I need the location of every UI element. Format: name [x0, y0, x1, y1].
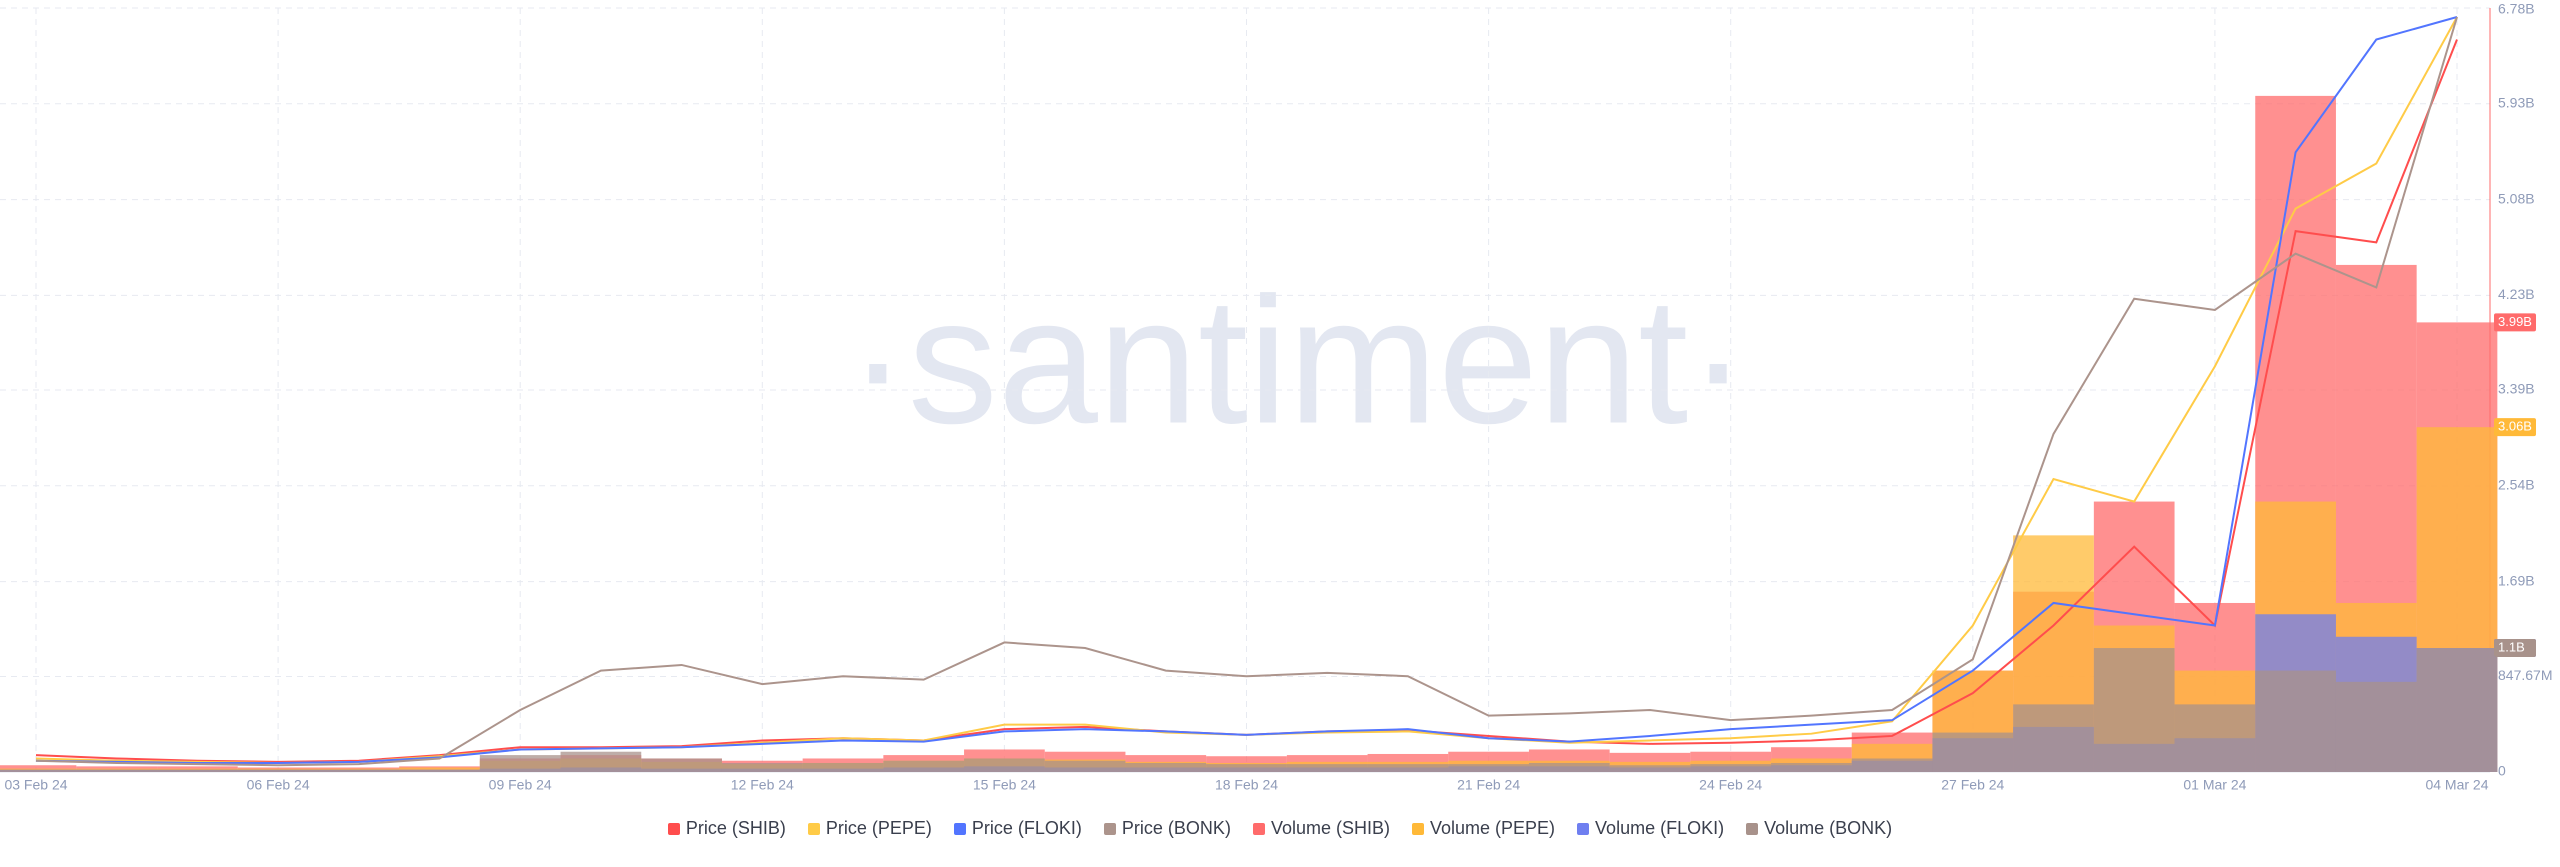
legend-label: Price (SHIB)	[685, 818, 786, 838]
legend-swatch	[953, 822, 966, 835]
x-tick-label: 15 Feb 24	[973, 777, 1036, 793]
legend-item[interactable]: Volume (SHIB)	[1252, 818, 1390, 839]
legend-item[interactable]: Volume (PEPE)	[1411, 818, 1556, 839]
legend-item[interactable]: Price (BONK)	[1103, 818, 1231, 839]
y-tick-label: 3.39B	[2498, 381, 2535, 397]
legend-swatch	[1746, 822, 1759, 835]
volume-bar	[2335, 681, 2417, 772]
legend-swatch	[1577, 822, 1590, 835]
volume-bar	[2174, 704, 2256, 772]
legend-item[interactable]: Volume (FLOKI)	[1577, 818, 1724, 839]
volume-bar	[0, 769, 77, 772]
volume-bar	[1125, 762, 1207, 772]
volume-bar	[1044, 760, 1126, 772]
y-tick-label: 5.08B	[2498, 190, 2535, 206]
volume-bar	[2093, 648, 2175, 772]
value-label: 1.1B	[2494, 639, 2536, 658]
legend-label: Price (PEPE)	[825, 818, 932, 838]
legend-swatch	[667, 822, 680, 835]
value-label-box	[2494, 418, 2536, 437]
value-label: 3.99B	[2494, 313, 2536, 332]
legend-label: Volume (SHIB)	[1270, 818, 1390, 838]
volume-bar	[1932, 732, 2014, 772]
legend-label: Volume (PEPE)	[1429, 818, 1556, 838]
legend-swatch	[807, 822, 820, 835]
x-tick-label: 21 Feb 24	[1457, 777, 1520, 793]
x-tick-label: 12 Feb 24	[731, 777, 794, 793]
volume-bar	[237, 769, 319, 772]
volume-bar	[1206, 764, 1287, 772]
legend-swatch	[1103, 822, 1116, 835]
value-label-text: 3.06B	[2498, 419, 2532, 434]
legend-item[interactable]: Price (PEPE)	[807, 818, 932, 839]
value-label: 3.06B	[2494, 418, 2536, 437]
volume-bar	[157, 769, 238, 772]
value-label-box	[2494, 313, 2536, 332]
legend-item[interactable]: Price (SHIB)	[667, 818, 786, 839]
price-line	[35, 16, 2458, 767]
x-tick-label: 09 Feb 24	[489, 777, 552, 793]
volume-bar	[1609, 765, 1691, 772]
volume-bar	[479, 755, 561, 772]
volume-bar	[1771, 762, 1852, 772]
volume-bar	[1851, 758, 1933, 772]
y-tick-label: 5.93B	[2498, 94, 2535, 110]
volume-bar	[2013, 704, 2094, 772]
legend: Price (SHIB) Price (PEPE) Price (FLOKI) Pri…	[0, 818, 2560, 839]
y-tick-label: 1.69B	[2498, 572, 2535, 588]
volume-bar	[964, 758, 1045, 772]
x-tick-label: 27 Feb 24	[1941, 777, 2004, 793]
legend-item[interactable]: Volume (BONK)	[1746, 818, 1892, 839]
volume-bar	[318, 769, 400, 772]
x-tick-label: 06 Feb 24	[247, 777, 310, 793]
value-label-text: 1.1B	[2498, 639, 2525, 654]
volume-bar	[883, 760, 965, 772]
y-tick-label: 0	[2498, 763, 2506, 779]
x-tick-label: 01 Mar 24	[2183, 777, 2246, 793]
value-label-text: 3.99B	[2498, 314, 2532, 329]
volume-bar	[1286, 764, 1368, 772]
legend-label: Price (FLOKI)	[971, 818, 1082, 838]
volume-bar	[1367, 764, 1449, 772]
value-label-box	[2494, 639, 2536, 658]
volume-bar	[560, 751, 642, 772]
watermark: ·santiment·	[848, 261, 1748, 462]
legend-label: Volume (BONK)	[1764, 818, 1893, 838]
y-tick-label: 2.54B	[2498, 476, 2535, 492]
volume-bar	[1448, 764, 1529, 772]
volume-bar	[1690, 764, 1772, 772]
volume-bar	[76, 769, 158, 772]
volume-bar	[641, 758, 722, 772]
x-tick-label: 18 Feb 24	[1215, 777, 1278, 793]
y-tick-label: 6.78B	[2498, 1, 2535, 17]
x-tick-label: 03 Feb 24	[4, 777, 67, 793]
chart: ·santiment· 0 847.67M 1.69B 2.54B 3.39B 4.23B…	[0, 1, 2552, 793]
legend-swatch	[1252, 822, 1265, 835]
x-tick-label: 24 Feb 24	[1699, 777, 1762, 793]
volume-bar	[802, 762, 884, 772]
volume-bar	[1528, 762, 1610, 772]
legend-item[interactable]: Price (FLOKI)	[953, 818, 1082, 839]
volume-bar	[2416, 648, 2498, 772]
volume-bar	[399, 769, 480, 772]
volume-bar	[2255, 670, 2336, 772]
legend-swatch	[1411, 822, 1424, 835]
legend-label: Volume (FLOKI)	[1595, 818, 1725, 838]
volume-bar	[721, 762, 803, 772]
x-tick-label: 04 Mar 24	[2425, 777, 2488, 793]
y-tick-label: 4.23B	[2498, 286, 2535, 302]
legend-label: Price (BONK)	[1121, 818, 1231, 838]
y-tick-label: 847.67M	[2498, 667, 2552, 683]
